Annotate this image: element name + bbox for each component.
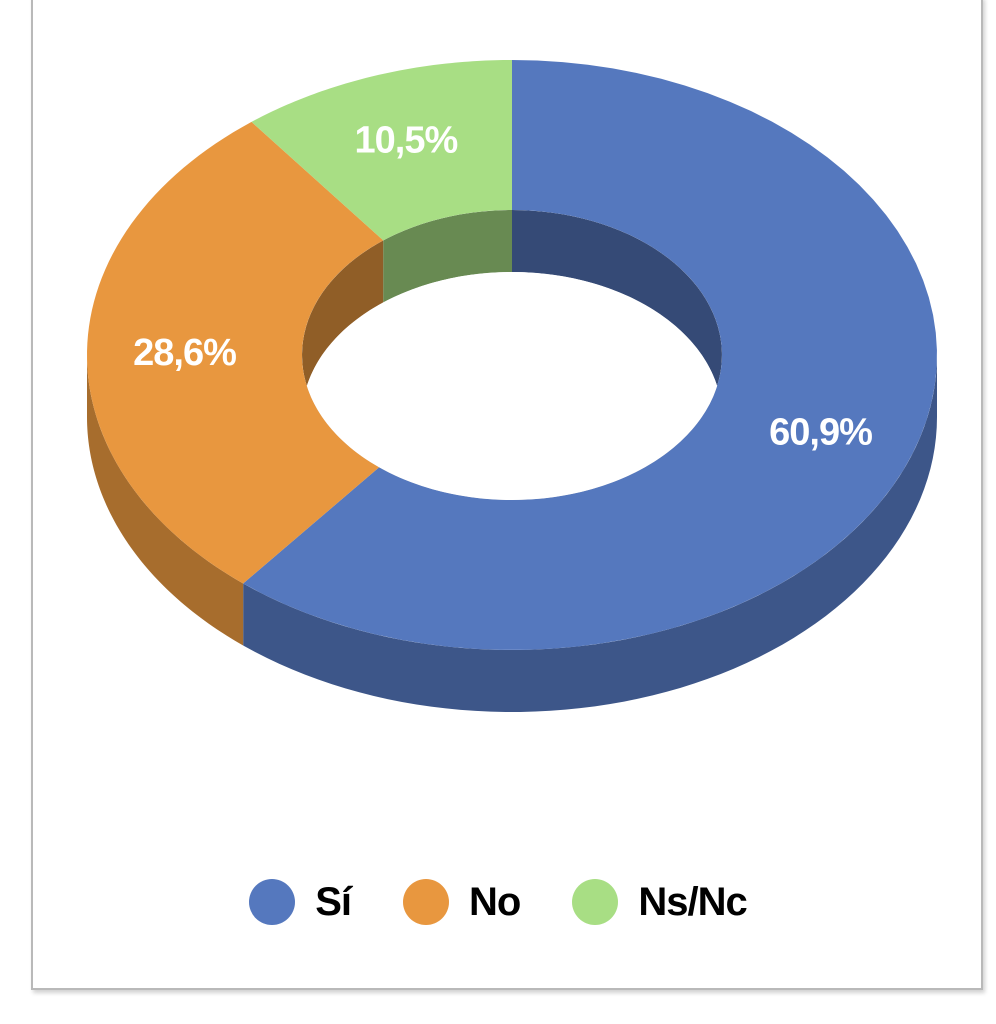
- slice-si: [243, 60, 937, 650]
- legend-label-nsnc: Ns/Nc: [638, 879, 747, 924]
- legend-swatch-no: [403, 879, 450, 925]
- slice-nsnc: [251, 60, 512, 241]
- legend-swatch-nsnc: [572, 879, 619, 925]
- data-label-nsnc: 10,5%: [355, 119, 458, 161]
- legend-item-nsnc: Ns/Nc: [572, 879, 748, 925]
- legend-item-si: Sí: [249, 879, 352, 925]
- legend-label-si: Sí: [315, 879, 352, 924]
- donut-top-faces: [87, 60, 937, 650]
- outer-wall-no: [87, 355, 244, 646]
- outer-wall-si: [243, 355, 937, 712]
- data-labels: 60,9% 28,6% 10,5%: [133, 119, 873, 454]
- legend: Sí No Ns/Nc: [0, 872, 996, 932]
- donut-side-walls: [87, 355, 937, 712]
- legend-swatch-si: [249, 879, 296, 925]
- data-label-si: 60,9%: [769, 412, 872, 454]
- data-label-no: 28,6%: [133, 332, 236, 374]
- legend-label-no: No: [469, 879, 521, 924]
- inner-wall-nsnc: [383, 210, 512, 303]
- legend-item-no: No: [403, 879, 521, 925]
- slice-no: [87, 121, 384, 584]
